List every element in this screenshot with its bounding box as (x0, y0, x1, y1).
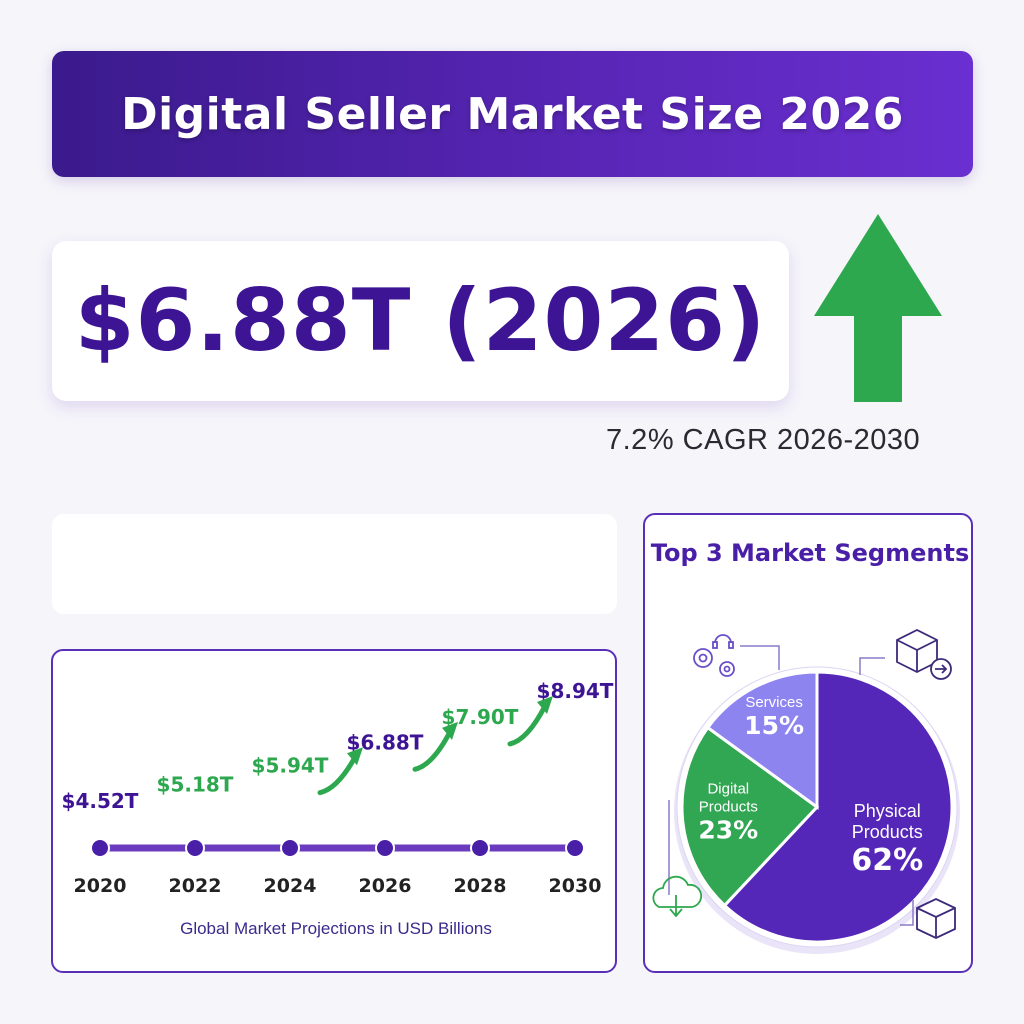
value-data-label: $5.94T (252, 754, 329, 778)
cloud-download-icon (652, 875, 703, 918)
value-data-label: $5.18T (157, 773, 234, 797)
title-banner: Digital Seller Market Size 2026 (52, 51, 973, 177)
connector-line (859, 657, 885, 675)
slice-percent-label: 23% (698, 815, 758, 844)
timeline-point (470, 838, 490, 858)
page-title: Digital Seller Market Size 2026 (121, 88, 904, 140)
slice-label: Physical (854, 801, 921, 821)
pie-slice (705, 670, 819, 810)
chart-caption: Global Market Projections in USD Billion… (180, 919, 492, 938)
trend-arrow-icon (317, 747, 363, 796)
cagr-label: 7.2% CAGR 2026-2030 (606, 424, 921, 456)
box-icon (916, 898, 956, 939)
slice-label: Products (852, 822, 923, 842)
segments-title: Top 3 Market Segments (650, 539, 970, 567)
connector-line (740, 645, 780, 670)
trend-arrow-icon (507, 696, 553, 747)
hero-value: $6.88T (2026) (74, 271, 767, 371)
timeline-point (565, 838, 585, 858)
year-tick-label: 2026 (359, 875, 412, 897)
hero-value-card: $6.88T (2026) (52, 241, 789, 401)
value-data-label: $4.52T (62, 789, 139, 813)
slice-label: Digital (707, 780, 749, 797)
slice-percent-label: 15% (744, 711, 804, 740)
year-tick-label: 2030 (549, 875, 602, 897)
year-tick-label: 2020 (74, 875, 127, 897)
segments-card: Top 3 Market Segments Physical Products 62… (643, 513, 973, 973)
year-tick-label: 2028 (454, 875, 507, 897)
pie-slice (680, 725, 820, 908)
timeline-point (185, 838, 205, 858)
year-tick-label: 2022 (169, 875, 222, 897)
timeline-point (375, 838, 395, 858)
pie-slice (722, 670, 954, 944)
timeline-point (280, 838, 300, 858)
slice-label: Services (745, 694, 803, 711)
pie-chart: PhysicalProducts62%DigitalProducts23%Ser… (652, 628, 960, 954)
slice-label: Products (699, 798, 758, 815)
box-arrow-icon (896, 628, 952, 680)
slice-percent-label: 62% (851, 843, 923, 878)
timeline-chart-card: 2020 2022 2024 2026 2028 2030 $4.52T $5.18T $5.9… (51, 649, 617, 973)
year-tick-label: 2024 (264, 875, 317, 897)
connector-line (900, 900, 914, 926)
trend-arrow-icon (412, 721, 458, 772)
timeline-chart: 2020 2022 2024 2026 2028 2030 $4.52T $5.18T $5.9… (62, 679, 614, 897)
up-arrow-icon (814, 214, 942, 402)
timeline-point (90, 838, 110, 858)
gears-headset-icon (693, 634, 735, 677)
blank-card (52, 514, 617, 614)
